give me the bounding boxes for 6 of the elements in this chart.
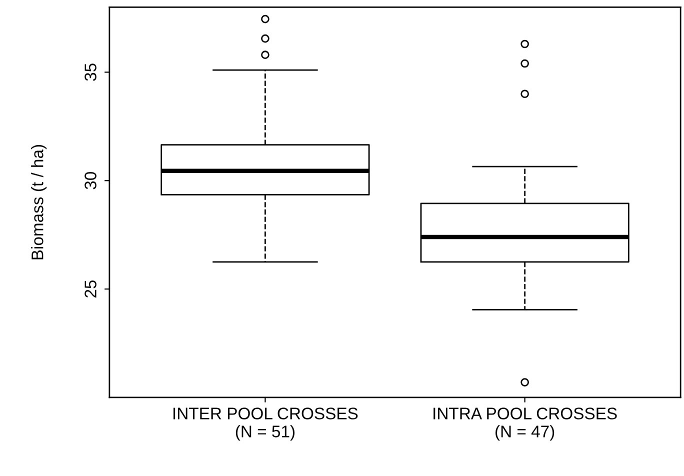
y-tick-label: 30: [84, 172, 96, 190]
x-tick-label: INTRA POOL CROSSES (N = 47): [434, 408, 617, 441]
y-tick-label: 25: [84, 280, 96, 298]
y-tick-label: 35: [84, 64, 96, 81]
y-axis-title: Biomass (t / ha): [31, 144, 47, 260]
x-tick-label: INTER POOL CROSSES (N = 51): [174, 408, 358, 441]
